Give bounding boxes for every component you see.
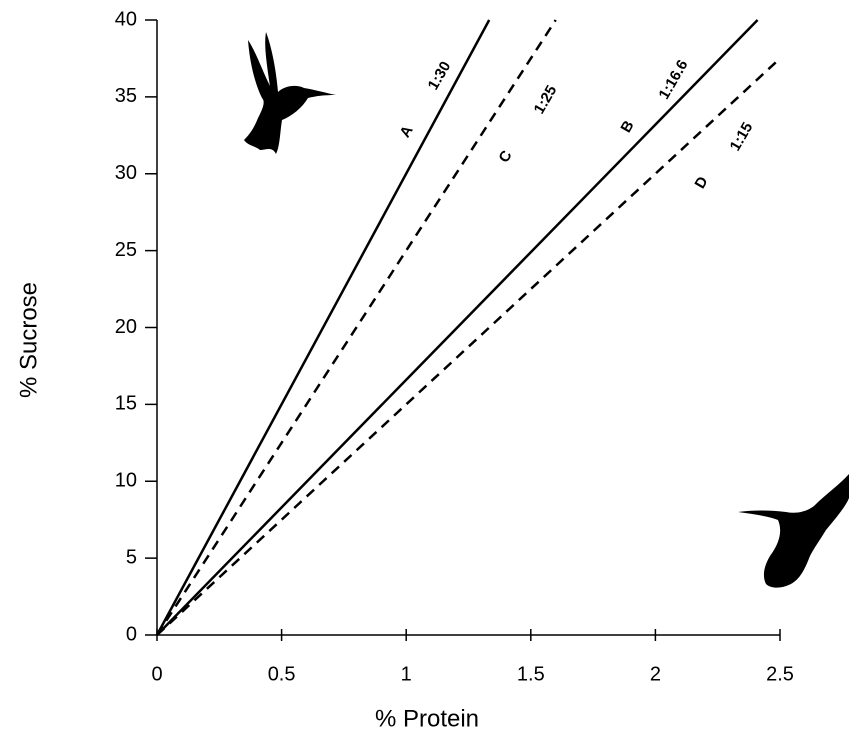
ratio-label: 1:30 — [425, 58, 455, 93]
ratio-label: 1:25 — [531, 82, 561, 117]
y-axis-title: % Sucrose — [15, 282, 42, 398]
bird-icon-top — [244, 32, 336, 154]
series-name: B — [617, 118, 637, 136]
x-tick-label: 1 — [401, 663, 412, 685]
y-tick-label: 40 — [115, 8, 137, 30]
ratio-label: 1:15 — [727, 119, 757, 154]
x-tick-label: 0.5 — [268, 663, 296, 685]
x-tick-label: 2 — [650, 663, 661, 685]
y-tick-label: 5 — [126, 546, 137, 568]
ratio-label: 1:16.6 — [656, 57, 692, 102]
x-tick-label: 1.5 — [517, 663, 545, 685]
line — [155, 19, 491, 636]
y-tick-label: 30 — [115, 162, 137, 184]
line — [155, 19, 557, 636]
series-name: C — [495, 148, 515, 166]
series-name: A — [396, 123, 416, 141]
y-tick-label: 20 — [115, 316, 137, 338]
y-tick-label: 35 — [115, 85, 137, 107]
line — [156, 19, 759, 636]
x-tick-label: 0 — [151, 663, 162, 685]
y-tick-label: 15 — [115, 393, 137, 415]
x-tick-label: 2.5 — [766, 663, 794, 685]
y-tick-label: 0 — [126, 623, 137, 645]
y-tick-label: 10 — [115, 470, 137, 492]
y-tick-label: 25 — [115, 239, 137, 261]
series-name: D — [691, 174, 711, 192]
x-axis-title: % Protein — [375, 705, 479, 732]
line — [156, 57, 781, 636]
bird-icon-bottom — [738, 474, 849, 588]
